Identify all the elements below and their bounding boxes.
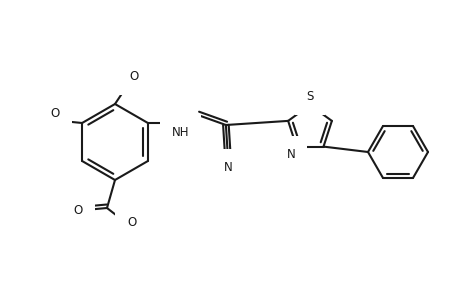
Text: O: O bbox=[51, 107, 60, 120]
Text: O: O bbox=[127, 217, 136, 230]
Text: NH: NH bbox=[172, 126, 189, 139]
Text: N: N bbox=[286, 148, 295, 160]
Text: O: O bbox=[129, 70, 138, 83]
Text: S: S bbox=[306, 90, 313, 103]
Text: O: O bbox=[73, 203, 83, 217]
Text: N: N bbox=[223, 161, 232, 174]
